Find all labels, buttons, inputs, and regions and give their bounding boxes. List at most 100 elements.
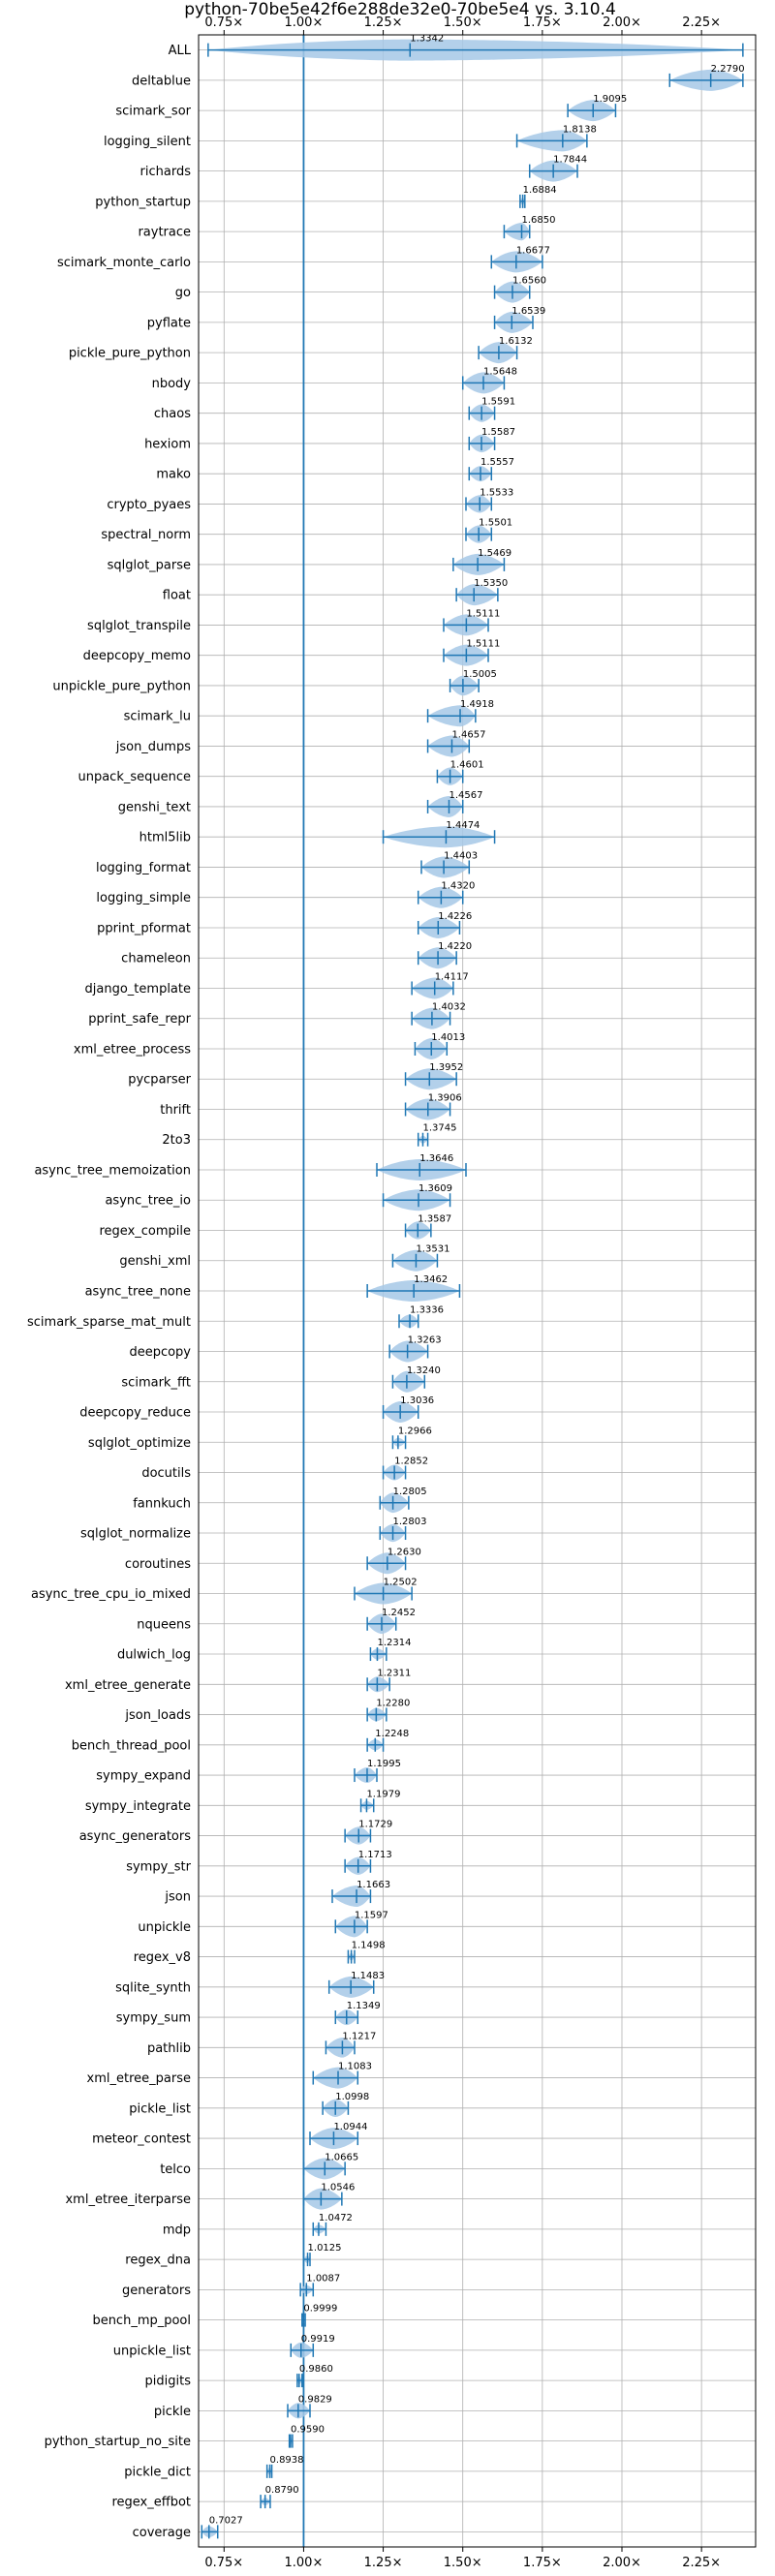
value-label-genshi_text: 1.4567	[449, 790, 482, 801]
value-label-sqlglot_transpile: 1.5111	[466, 608, 500, 619]
category-label-scimark_monte_carlo: scimark_monte_carlo	[57, 256, 191, 270]
category-label-pickle_dict: pickle_dict	[124, 2465, 191, 2479]
category-label-xml_etree_parse: xml_etree_parse	[87, 2071, 191, 2086]
value-label-pickle_list: 1.0998	[335, 2092, 369, 2102]
value-label-json: 1.1663	[356, 1880, 390, 1890]
value-label-bench_thread_pool: 1.2248	[375, 1729, 409, 1739]
value-label-sqlglot_parse: 1.5469	[478, 548, 512, 559]
category-label-html5lib: html5lib	[140, 831, 191, 845]
category-label-regex_v8: regex_v8	[134, 1950, 191, 1965]
value-label-deltablue: 2.2790	[711, 64, 745, 75]
category-label-coroutines: coroutines	[125, 1557, 191, 1572]
value-label-async_tree_memoization: 1.3646	[419, 1153, 453, 1164]
category-label-pickle_list: pickle_list	[129, 2101, 191, 2116]
value-label-sympy_sum: 1.1349	[347, 2001, 381, 2011]
category-label-mako: mako	[156, 468, 191, 482]
value-label-logging_simple: 1.4320	[441, 881, 475, 892]
value-label-logging_format: 1.4403	[444, 850, 478, 861]
category-label-deepcopy: deepcopy	[129, 1345, 191, 1360]
value-label-async_tree_io: 1.3609	[418, 1183, 452, 1194]
category-label-pidigits: pidigits	[145, 2375, 192, 2389]
category-label-sympy_str: sympy_str	[126, 1859, 191, 1874]
x-tick-label-top-1: 1.00×	[285, 15, 324, 30]
value-label-fannkuch: 1.2805	[393, 1487, 427, 1497]
category-label-scimark_sparse_mat_mult: scimark_sparse_mat_mult	[27, 1315, 191, 1330]
value-label-sympy_str: 1.1713	[358, 1850, 392, 1860]
value-label-async_tree_none: 1.3462	[414, 1274, 448, 1285]
category-label-scimark_lu: scimark_lu	[124, 710, 191, 724]
value-label-regex_dna: 1.0125	[308, 2243, 342, 2254]
category-label-json: json	[164, 1890, 191, 1905]
value-label-2to3: 1.3745	[422, 1123, 456, 1134]
category-label-mdp: mdp	[163, 2223, 191, 2237]
x-tick-label-bottom-6: 2.25×	[682, 2556, 721, 2570]
value-label-regex_effbot: 0.8790	[265, 2485, 299, 2496]
x-tick-label-bottom-5: 2.00×	[603, 2556, 641, 2570]
category-label-hexiom: hexiom	[144, 437, 191, 451]
category-label-scimark_sor: scimark_sor	[115, 105, 191, 119]
value-label-pprint_safe_repr: 1.4032	[432, 1002, 466, 1013]
value-label-xml_etree_generate: 1.2311	[377, 1668, 411, 1678]
category-label-pprint_pformat: pprint_pformat	[97, 921, 191, 935]
value-label-scimark_lu: 1.4918	[460, 699, 494, 710]
grid	[199, 35, 756, 2547]
category-label-genshi_xml: genshi_xml	[119, 1254, 191, 1269]
category-label-json_dumps: json_dumps	[115, 740, 191, 754]
category-label-logging_simple: logging_simple	[96, 891, 191, 905]
category-label-python_startup: python_startup	[95, 195, 191, 209]
category-labels: ALL deltablue scimark_sor logging_silentric…	[27, 44, 192, 2540]
x-ticks: 0.75× 0.75× 1.00× 1.00× 1.25× 1.25× 1.50× 1.50×…	[204, 15, 721, 2570]
value-label-python_startup: 1.6884	[523, 185, 557, 196]
value-label-thrift: 1.3906	[428, 1092, 462, 1103]
value-label-deepcopy: 1.3263	[408, 1335, 442, 1346]
value-label-scimark_fft: 1.3240	[407, 1365, 441, 1376]
category-label-xml_etree_iterparse: xml_etree_iterparse	[65, 2193, 191, 2207]
category-label-pprint_safe_repr: pprint_safe_repr	[88, 1012, 191, 1027]
value-label-pickle: 0.9829	[298, 2394, 332, 2405]
value-label-coverage: 0.7027	[209, 2515, 243, 2526]
category-label-logging_silent: logging_silent	[104, 135, 191, 149]
category-label-fannkuch: fannkuch	[133, 1496, 191, 1511]
category-label-xml_etree_generate: xml_etree_generate	[65, 1678, 191, 1693]
value-label-scimark_monte_carlo: 1.6677	[516, 245, 550, 256]
value-label-logging_silent: 1.8138	[563, 124, 597, 135]
category-label-spectral_norm: spectral_norm	[101, 528, 191, 542]
value-label-mako: 1.5557	[480, 457, 514, 468]
category-label-pickle: pickle	[154, 2405, 191, 2419]
category-label-python_startup_no_site: python_startup_no_site	[45, 2435, 191, 2449]
value-label-chaos: 1.5591	[481, 397, 515, 408]
x-tick-label-top-2: 1.25×	[364, 15, 403, 30]
category-label-async_tree_cpu_io_mixed: async_tree_cpu_io_mixed	[31, 1587, 191, 1602]
category-label-ALL: ALL	[169, 44, 192, 58]
value-label-ALL: 1.3342	[410, 34, 444, 45]
category-label-sqlglot_parse: sqlglot_parse	[108, 558, 191, 572]
value-label-pathlib: 1.1217	[342, 2031, 376, 2041]
value-label-pprint_pformat: 1.4226	[438, 911, 472, 922]
plot-frame	[198, 34, 757, 2548]
chart-title: python-70be5e42f6e288de32e0-70be5e4 vs. …	[184, 0, 616, 19]
category-label-crypto_pyaes: crypto_pyaes	[107, 498, 191, 512]
category-label-pathlib: pathlib	[147, 2041, 191, 2056]
category-label-chameleon: chameleon	[121, 952, 191, 966]
value-label-dulwich_log: 1.2314	[377, 1638, 411, 1648]
category-label-chaos: chaos	[154, 407, 191, 421]
value-label-scimark_sor: 1.9095	[593, 94, 627, 105]
category-label-generators: generators	[122, 2284, 191, 2298]
category-label-async_tree_none: async_tree_none	[85, 1285, 191, 1300]
category-label-nqueens: nqueens	[137, 1617, 191, 1632]
value-label-sympy_integrate: 1.1979	[366, 1789, 400, 1799]
category-label-float: float	[163, 589, 191, 603]
category-label-bench_thread_pool: bench_thread_pool	[72, 1738, 191, 1753]
value-label-unpickle: 1.1597	[355, 1910, 388, 1920]
value-label-sqlglot_normalize: 1.2803	[393, 1517, 427, 1527]
value-label-sqlglot_optimize: 1.2966	[398, 1426, 432, 1436]
category-label-regex_compile: regex_compile	[99, 1224, 191, 1239]
category-label-pycparser: pycparser	[128, 1073, 191, 1088]
value-label-bench_mp_pool: 0.9999	[303, 2304, 337, 2315]
value-label-json_dumps: 1.4657	[451, 729, 485, 740]
category-label-unpickle: unpickle	[138, 1920, 191, 1935]
category-label-pyflate: pyflate	[147, 316, 191, 330]
x-tick-label-bottom-3: 1.50×	[444, 2556, 482, 2570]
value-label-pickle_pure_python: 1.6132	[499, 336, 533, 347]
value-label-json_loads: 1.2280	[376, 1699, 410, 1709]
